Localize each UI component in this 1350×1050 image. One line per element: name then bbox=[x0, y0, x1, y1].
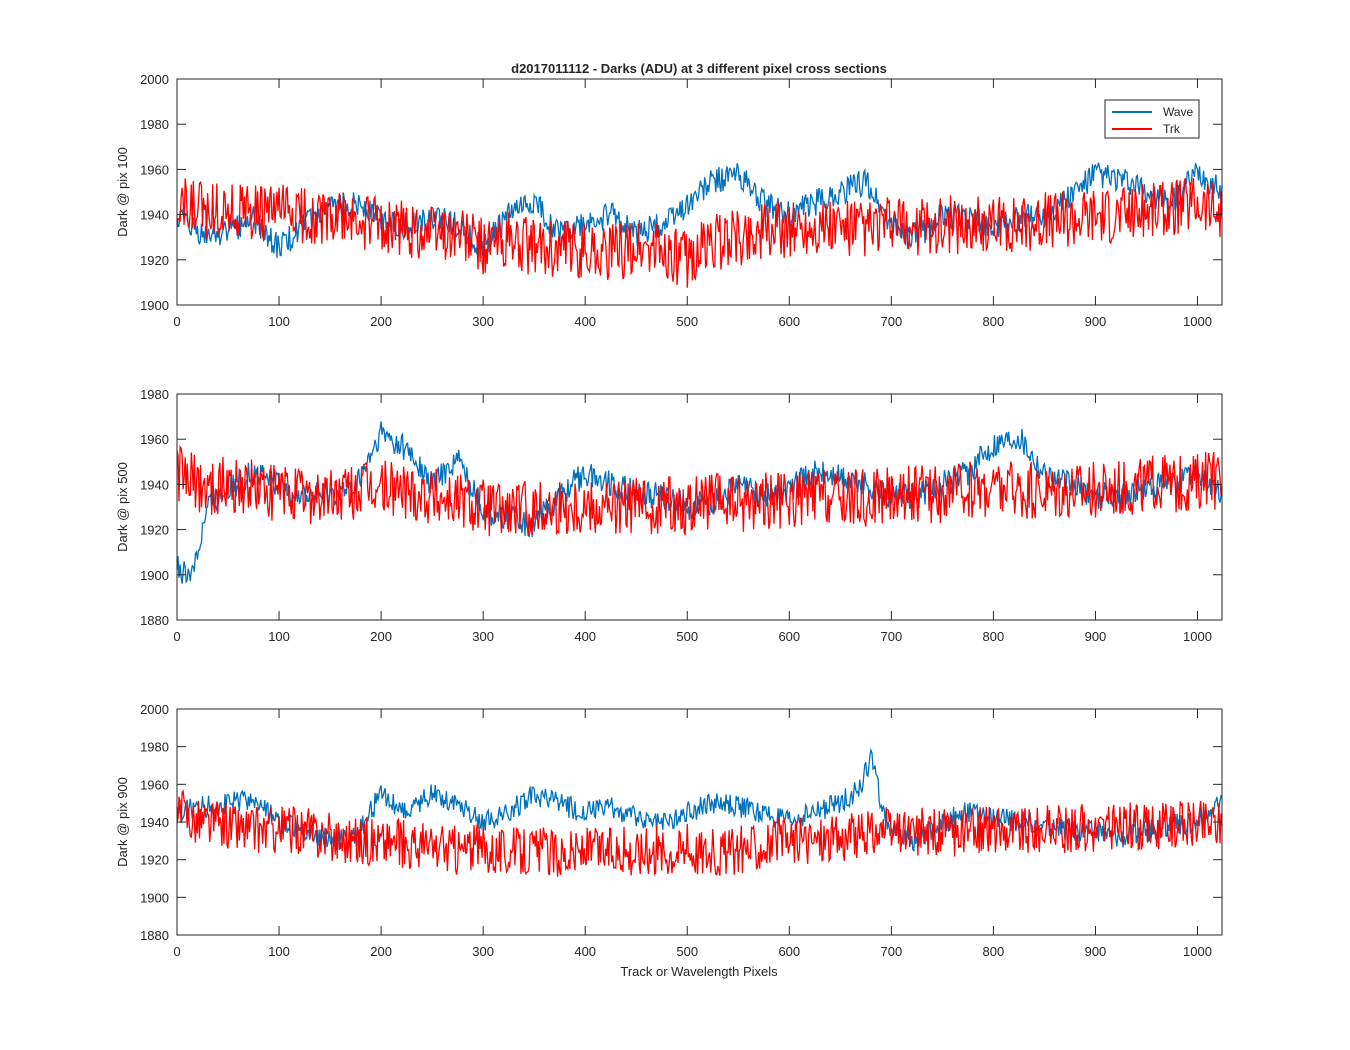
legend-label-trk: Trk bbox=[1163, 122, 1181, 136]
x-tick-label: 500 bbox=[676, 944, 698, 959]
x-tick-label: 500 bbox=[676, 629, 698, 644]
x-tick-label: 1000 bbox=[1183, 944, 1212, 959]
x-tick-label: 700 bbox=[881, 944, 903, 959]
y-axis-label: Dark @ pix 900 bbox=[115, 777, 130, 867]
x-tick-label: 100 bbox=[268, 314, 290, 329]
x-tick-label: 800 bbox=[983, 944, 1005, 959]
x-tick-label: 800 bbox=[983, 629, 1005, 644]
subplot-pix-900: 0 100 200 300 400 500 600 700 800 900 1000 1880 1900… bbox=[115, 702, 1223, 959]
series-line-trk bbox=[176, 178, 1223, 288]
x-tick-label: 600 bbox=[778, 314, 800, 329]
x-tick-label: 300 bbox=[472, 314, 494, 329]
x-axis-label: Track or Wavelength Pixels bbox=[620, 964, 778, 979]
subplot-pix-100: 0 100 200 300 400 500 600 700 800 900 1000 1900 1920… bbox=[115, 72, 1223, 329]
y-tick-label: 1980 bbox=[140, 117, 169, 132]
x-tick-label: 100 bbox=[268, 944, 290, 959]
y-tick-label: 2000 bbox=[140, 72, 169, 87]
axes-box bbox=[176, 78, 1223, 306]
y-tick-label: 1980 bbox=[140, 387, 169, 402]
y-axis-label: Dark @ pix 500 bbox=[115, 462, 130, 552]
legend-label-wave: Wave bbox=[1163, 105, 1194, 119]
x-tick-label: 300 bbox=[472, 629, 494, 644]
x-tick-label: 1000 bbox=[1183, 314, 1212, 329]
y-tick-label: 1920 bbox=[140, 853, 169, 868]
y-tick-label: 1980 bbox=[140, 740, 169, 755]
x-tick-label: 900 bbox=[1085, 314, 1107, 329]
x-tick-label: 0 bbox=[173, 944, 180, 959]
x-tick-label: 300 bbox=[472, 944, 494, 959]
x-tick-label: 600 bbox=[778, 629, 800, 644]
x-tick-label: 0 bbox=[173, 629, 180, 644]
y-tick-label: 1940 bbox=[140, 208, 169, 223]
x-tick-label: 200 bbox=[370, 629, 392, 644]
figure-title: d2017011112 - Darks (ADU) at 3 different… bbox=[511, 61, 887, 76]
x-tick-label: 0 bbox=[173, 314, 180, 329]
y-tick-label: 1960 bbox=[140, 777, 169, 792]
x-tick-label: 1000 bbox=[1183, 629, 1212, 644]
y-tick-label: 1940 bbox=[140, 477, 169, 492]
y-axis-label: Dark @ pix 100 bbox=[115, 147, 130, 237]
y-tick-label: 1960 bbox=[140, 432, 169, 447]
x-tick-label: 600 bbox=[778, 944, 800, 959]
subplot-pix-500: 0 100 200 300 400 500 600 700 800 900 1000 1880 1900… bbox=[115, 387, 1223, 644]
y-tick-label: 1920 bbox=[140, 523, 169, 538]
y-tick-label: 1900 bbox=[140, 890, 169, 905]
x-tick-label: 200 bbox=[370, 314, 392, 329]
y-tick-label: 1960 bbox=[140, 162, 169, 177]
x-tick-label: 500 bbox=[676, 314, 698, 329]
x-tick-label: 800 bbox=[983, 314, 1005, 329]
y-tick-label: 2000 bbox=[140, 702, 169, 717]
x-tick-label: 400 bbox=[574, 314, 596, 329]
axes-box bbox=[176, 393, 1223, 621]
legend-box bbox=[1104, 99, 1200, 139]
x-tick-label: 900 bbox=[1085, 944, 1107, 959]
y-tick-label: 1940 bbox=[140, 815, 169, 830]
x-tick-label: 200 bbox=[370, 944, 392, 959]
x-tick-label: 100 bbox=[268, 629, 290, 644]
y-tick-label: 1880 bbox=[140, 613, 169, 628]
x-tick-label: 400 bbox=[574, 629, 596, 644]
y-tick-label: 1900 bbox=[140, 298, 169, 313]
legend: Wave Trk bbox=[1104, 99, 1200, 139]
y-tick-label: 1920 bbox=[140, 253, 169, 268]
x-tick-label: 400 bbox=[574, 944, 596, 959]
series-line-trk bbox=[176, 789, 1223, 877]
y-tick-label: 1880 bbox=[140, 928, 169, 943]
x-tick-label: 700 bbox=[881, 314, 903, 329]
series-line-trk bbox=[176, 444, 1223, 537]
x-tick-label: 700 bbox=[881, 629, 903, 644]
x-tick-label: 900 bbox=[1085, 629, 1107, 644]
y-tick-label: 1900 bbox=[140, 568, 169, 583]
